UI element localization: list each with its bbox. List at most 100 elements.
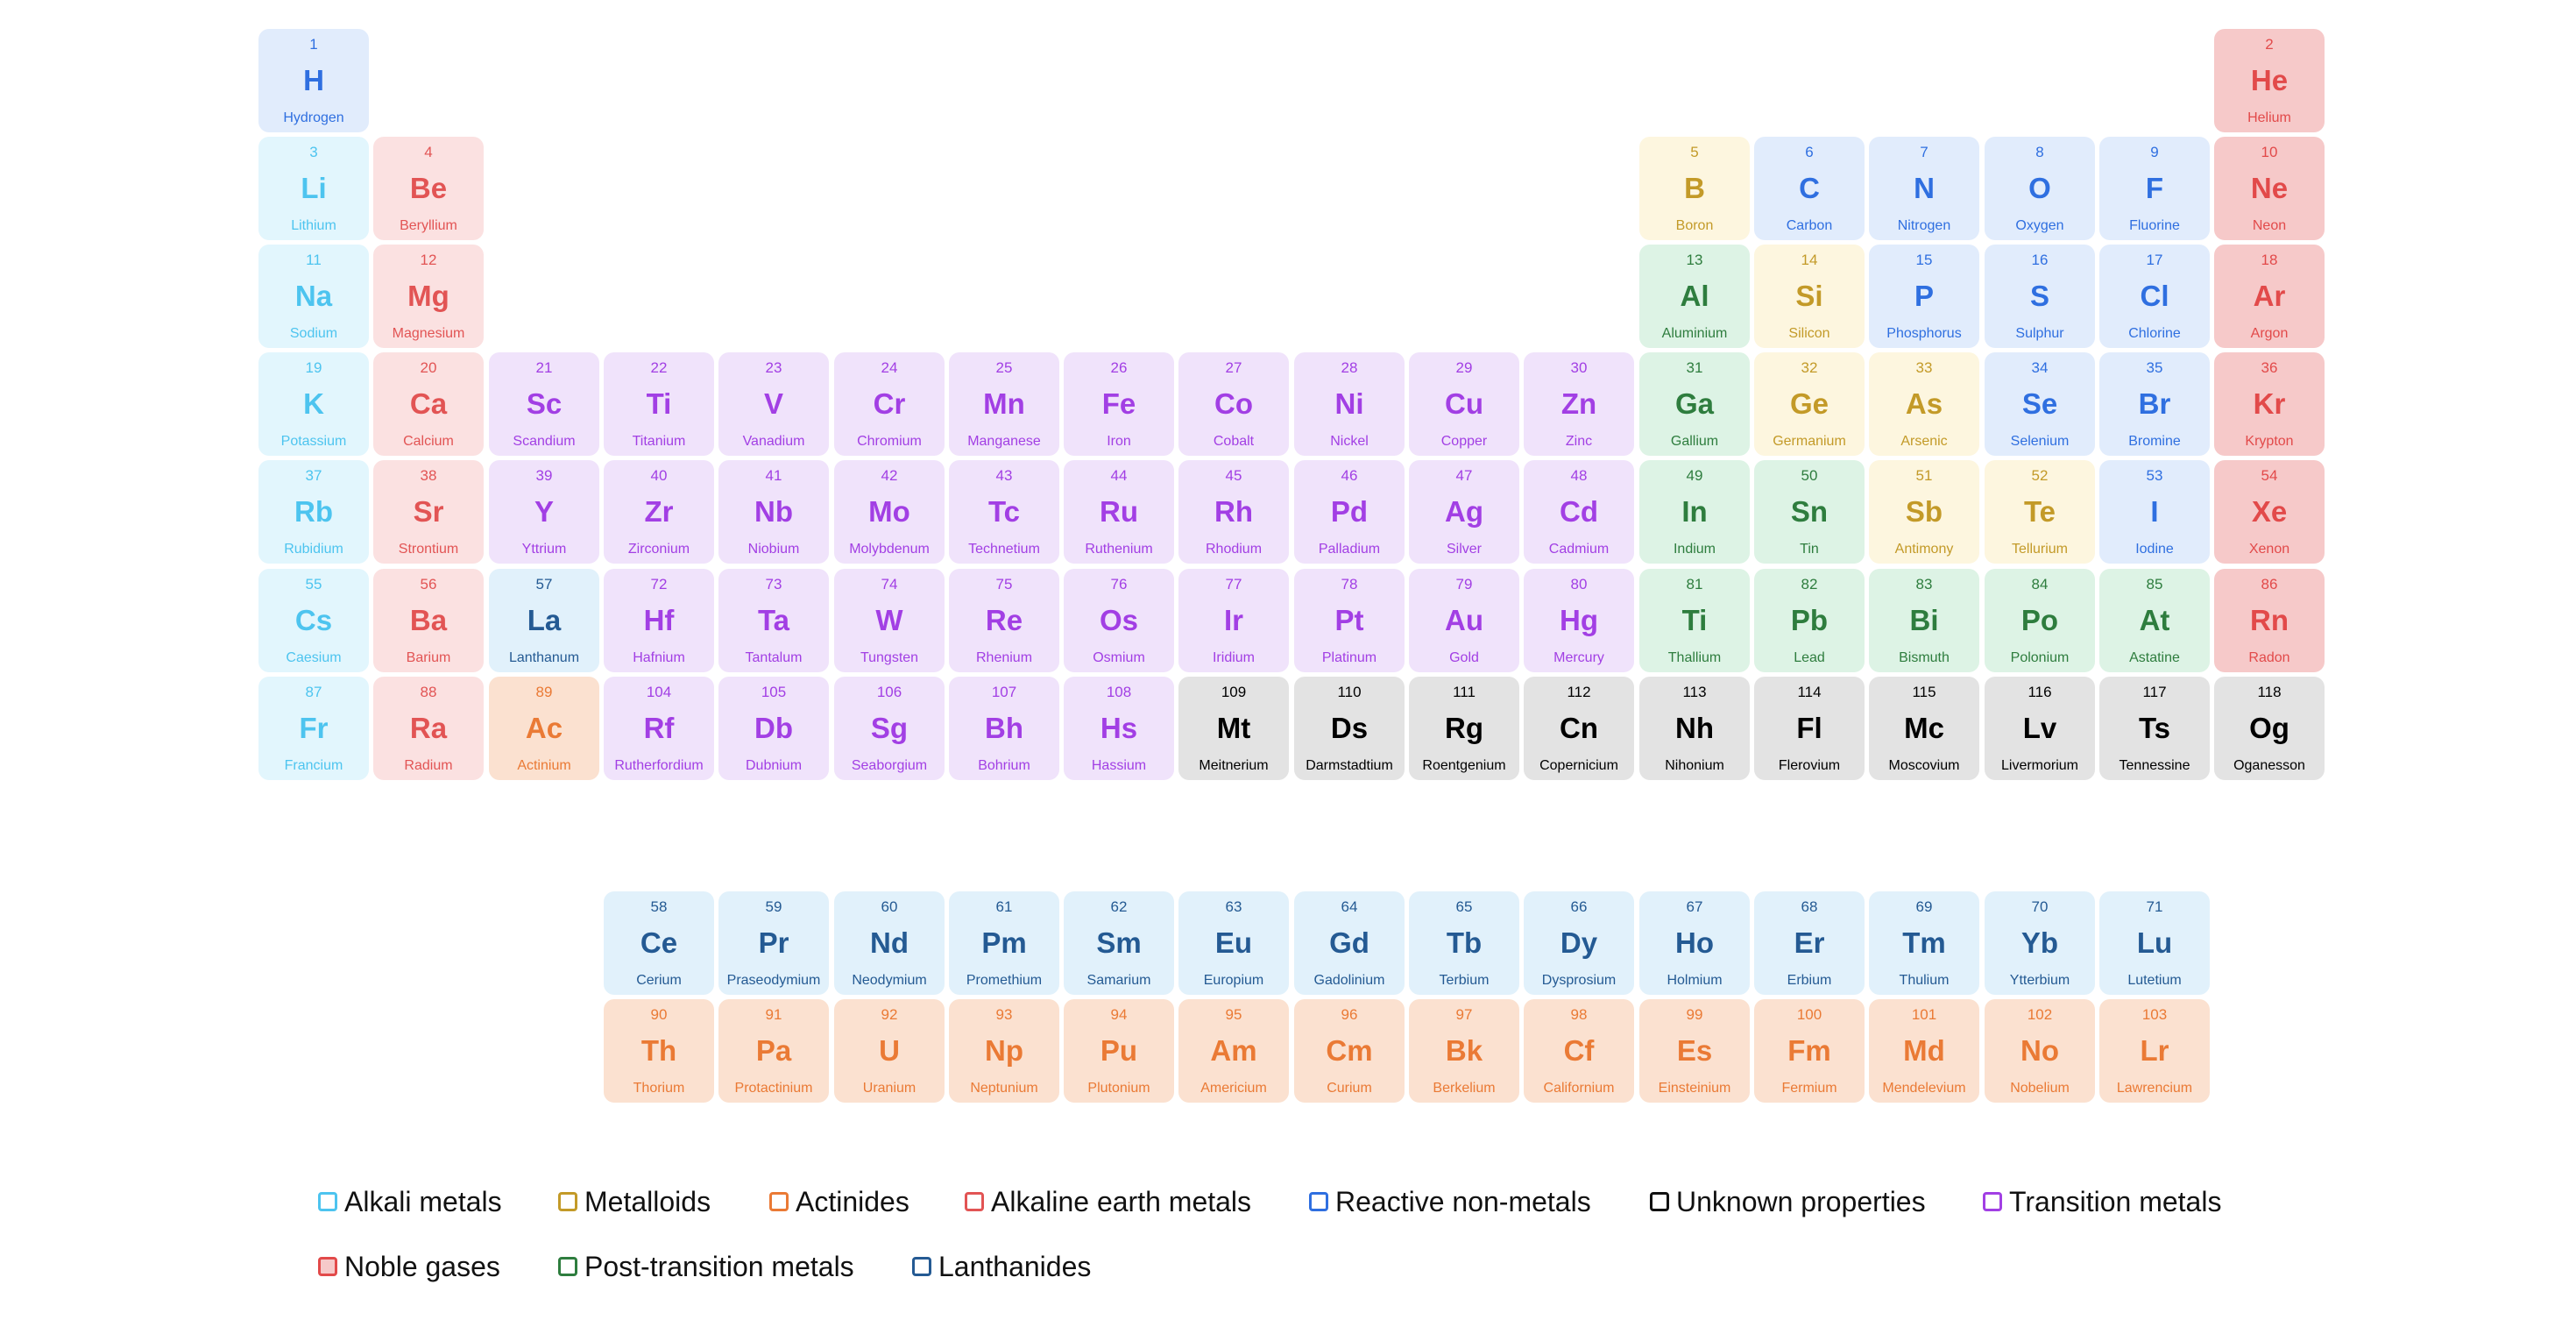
element-cell-iodine[interactable]: 53 I Iodine	[2099, 460, 2210, 564]
element-cell-cerium[interactable]: 58 Ce Cerium	[604, 891, 714, 995]
element-cell-yttrium[interactable]: 39 Y Yttrium	[489, 460, 599, 564]
element-cell-strontium[interactable]: 38 Sr Strontium	[373, 460, 484, 564]
legend-item-alkaline[interactable]: Alkaline earth metals	[965, 1184, 1251, 1219]
element-cell-americium[interactable]: 95 Am Americium	[1178, 999, 1289, 1103]
element-cell-cobalt[interactable]: 27 Co Cobalt	[1178, 352, 1289, 456]
element-cell-selenium[interactable]: 34 Se Selenium	[1985, 352, 2095, 456]
element-cell-copernicium[interactable]: 112 Cn Copernicium	[1524, 677, 1634, 780]
element-cell-polonium[interactable]: 84 Po Polonium	[1985, 569, 2095, 672]
element-cell-erbium[interactable]: 68 Er Erbium	[1754, 891, 1865, 995]
element-cell-vanadium[interactable]: 23 V Vanadium	[718, 352, 829, 456]
element-cell-dysprosium[interactable]: 66 Dy Dysprosium	[1524, 891, 1634, 995]
element-cell-indium[interactable]: 49 In Indium	[1639, 460, 1750, 564]
element-cell-chlorine[interactable]: 17 Cl Chlorine	[2099, 245, 2210, 348]
element-cell-dubnium[interactable]: 105 Db Dubnium	[718, 677, 829, 780]
element-cell-mendelevium[interactable]: 101 Md Mendelevium	[1869, 999, 1979, 1103]
element-cell-curium[interactable]: 96 Cm Curium	[1294, 999, 1405, 1103]
element-cell-aluminium[interactable]: 13 Al Aluminium	[1639, 245, 1750, 348]
legend-item-unknown[interactable]: Unknown properties	[1650, 1184, 1926, 1219]
legend-item-lanthanide[interactable]: Lanthanides	[912, 1249, 1091, 1284]
element-cell-arsenic[interactable]: 33 As Arsenic	[1869, 352, 1979, 456]
element-cell-seaborgium[interactable]: 106 Sg Seaborgium	[834, 677, 945, 780]
element-cell-iron[interactable]: 26 Fe Iron	[1064, 352, 1174, 456]
element-cell-samarium[interactable]: 62 Sm Samarium	[1064, 891, 1174, 995]
element-cell-osmium[interactable]: 76 Os Osmium	[1064, 569, 1174, 672]
element-cell-nitrogen[interactable]: 7 N Nitrogen	[1869, 137, 1979, 240]
element-cell-ruthenium[interactable]: 44 Ru Ruthenium	[1064, 460, 1174, 564]
element-cell-titanium[interactable]: 22 Ti Titanium	[604, 352, 714, 456]
element-cell-hydrogen[interactable]: 1 H Hydrogen	[258, 29, 369, 132]
element-cell-phosphorus[interactable]: 15 P Phosphorus	[1869, 245, 1979, 348]
element-cell-rutherfordium[interactable]: 104 Rf Rutherfordium	[604, 677, 714, 780]
element-cell-platinum[interactable]: 78 Pt Platinum	[1294, 569, 1405, 672]
element-cell-beryllium[interactable]: 4 Be Beryllium	[373, 137, 484, 240]
element-cell-fermium[interactable]: 100 Fm Fermium	[1754, 999, 1865, 1103]
element-cell-roentgenium[interactable]: 111 Rg Roentgenium	[1409, 677, 1519, 780]
element-cell-manganese[interactable]: 25 Mn Manganese	[949, 352, 1059, 456]
element-cell-astatine[interactable]: 85 At Astatine	[2099, 569, 2210, 672]
element-cell-oganesson[interactable]: 118 Og Oganesson	[2214, 677, 2325, 780]
element-cell-hafnium[interactable]: 72 Hf Hafnium	[604, 569, 714, 672]
element-cell-carbon[interactable]: 6 C Carbon	[1754, 137, 1865, 240]
element-cell-helium[interactable]: 2 He Helium	[2214, 29, 2325, 132]
element-cell-germanium[interactable]: 32 Ge Germanium	[1754, 352, 1865, 456]
element-cell-radium[interactable]: 88 Ra Radium	[373, 677, 484, 780]
element-cell-nobelium[interactable]: 102 No Nobelium	[1985, 999, 2095, 1103]
element-cell-mercury[interactable]: 80 Hg Mercury	[1524, 569, 1634, 672]
element-cell-fluorine[interactable]: 9 F Fluorine	[2099, 137, 2210, 240]
element-cell-magnesium[interactable]: 12 Mg Magnesium	[373, 245, 484, 348]
element-cell-actinium[interactable]: 89 Ac Actinium	[489, 677, 599, 780]
element-cell-xenon[interactable]: 54 Xe Xenon	[2214, 460, 2325, 564]
element-cell-neon[interactable]: 10 Ne Neon	[2214, 137, 2325, 240]
element-cell-californium[interactable]: 98 Cf Californium	[1524, 999, 1634, 1103]
element-cell-krypton[interactable]: 36 Kr Krypton	[2214, 352, 2325, 456]
element-cell-antimony[interactable]: 51 Sb Antimony	[1869, 460, 1979, 564]
element-cell-cadmium[interactable]: 48 Cd Cadmium	[1524, 460, 1634, 564]
element-cell-gold[interactable]: 79 Au Gold	[1409, 569, 1519, 672]
element-cell-sulphur[interactable]: 16 S Sulphur	[1985, 245, 2095, 348]
legend-item-alkali[interactable]: Alkali metals	[318, 1184, 502, 1219]
element-cell-bromine[interactable]: 35 Br Bromine	[2099, 352, 2210, 456]
element-cell-scandium[interactable]: 21 Sc Scandium	[489, 352, 599, 456]
element-cell-livermorium[interactable]: 116 Lv Livermorium	[1985, 677, 2095, 780]
element-cell-berkelium[interactable]: 97 Bk Berkelium	[1409, 999, 1519, 1103]
element-cell-silicon[interactable]: 14 Si Silicon	[1754, 245, 1865, 348]
element-cell-europium[interactable]: 63 Eu Europium	[1178, 891, 1289, 995]
element-cell-molybdenum[interactable]: 42 Mo Molybdenum	[834, 460, 945, 564]
element-cell-holmium[interactable]: 67 Ho Holmium	[1639, 891, 1750, 995]
element-cell-palladium[interactable]: 46 Pd Palladium	[1294, 460, 1405, 564]
element-cell-uranium[interactable]: 92 U Uranium	[834, 999, 945, 1103]
element-cell-tellurium[interactable]: 52 Te Tellurium	[1985, 460, 2095, 564]
element-cell-meitnerium[interactable]: 109 Mt Meitnerium	[1178, 677, 1289, 780]
element-cell-rhodium[interactable]: 45 Rh Rhodium	[1178, 460, 1289, 564]
element-cell-terbium[interactable]: 65 Tb Terbium	[1409, 891, 1519, 995]
element-cell-tungsten[interactable]: 74 W Tungsten	[834, 569, 945, 672]
element-cell-technetium[interactable]: 43 Tc Technetium	[949, 460, 1059, 564]
element-cell-rubidium[interactable]: 37 Rb Rubidium	[258, 460, 369, 564]
element-cell-plutonium[interactable]: 94 Pu Plutonium	[1064, 999, 1174, 1103]
element-cell-zinc[interactable]: 30 Zn Zinc	[1524, 352, 1634, 456]
element-cell-neodymium[interactable]: 60 Nd Neodymium	[834, 891, 945, 995]
element-cell-nihonium[interactable]: 113 Nh Nihonium	[1639, 677, 1750, 780]
element-cell-oxygen[interactable]: 8 O Oxygen	[1985, 137, 2095, 240]
element-cell-calcium[interactable]: 20 Ca Calcium	[373, 352, 484, 456]
element-cell-lawrencium[interactable]: 103 Lr Lawrencium	[2099, 999, 2210, 1103]
element-cell-tin[interactable]: 50 Sn Tin	[1754, 460, 1865, 564]
element-cell-protactinium[interactable]: 91 Pa Protactinium	[718, 999, 829, 1103]
element-cell-sodium[interactable]: 11 Na Sodium	[258, 245, 369, 348]
element-cell-lutetium[interactable]: 71 Lu Lutetium	[2099, 891, 2210, 995]
element-cell-bismuth[interactable]: 83 Bi Bismuth	[1869, 569, 1979, 672]
legend-item-metalloid[interactable]: Metalloids	[558, 1184, 711, 1219]
element-cell-flerovium[interactable]: 114 Fl Flerovium	[1754, 677, 1865, 780]
element-cell-gallium[interactable]: 31 Ga Gallium	[1639, 352, 1750, 456]
element-cell-darmstadtium[interactable]: 110 Ds Darmstadtium	[1294, 677, 1405, 780]
element-cell-chromium[interactable]: 24 Cr Chromium	[834, 352, 945, 456]
element-cell-iridium[interactable]: 77 Ir Iridium	[1178, 569, 1289, 672]
element-cell-tennessine[interactable]: 117 Ts Tennessine	[2099, 677, 2210, 780]
element-cell-niobium[interactable]: 41 Nb Niobium	[718, 460, 829, 564]
element-cell-thallium[interactable]: 81 Ti Thallium	[1639, 569, 1750, 672]
legend-item-post[interactable]: Post-transition metals	[558, 1249, 854, 1284]
legend-item-actinide[interactable]: Actinides	[769, 1184, 909, 1219]
element-cell-zirconium[interactable]: 40 Zr Zirconium	[604, 460, 714, 564]
element-cell-bohrium[interactable]: 107 Bh Bohrium	[949, 677, 1059, 780]
